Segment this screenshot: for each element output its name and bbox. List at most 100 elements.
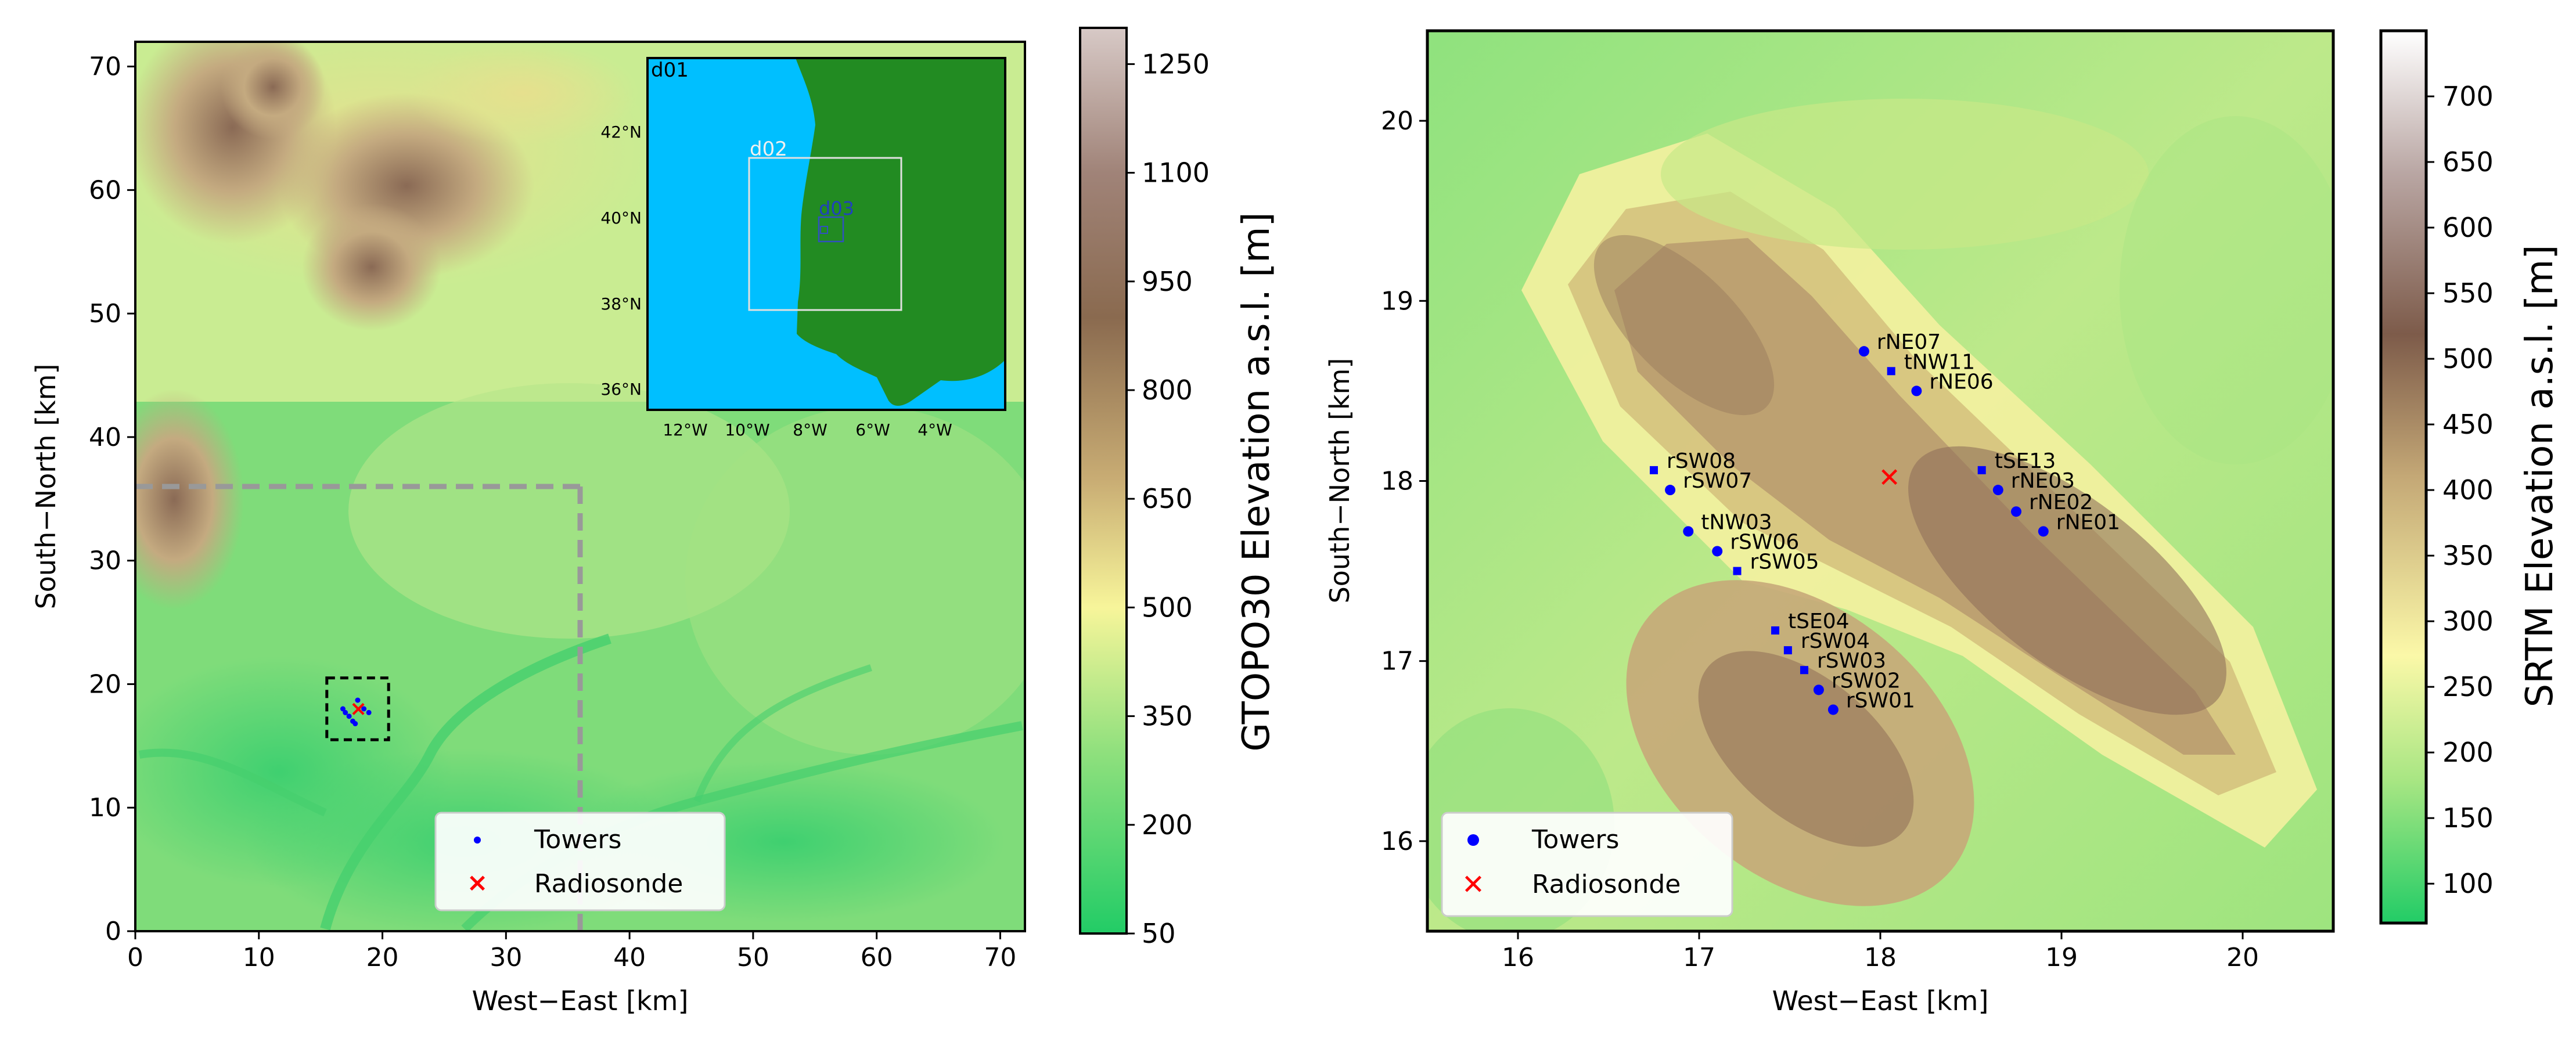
y-tick-label: 40	[89, 423, 121, 452]
inset-d02-label: d02	[750, 138, 787, 161]
inset-lon-tick: 8°W	[793, 420, 828, 439]
station-marker-circle	[2011, 506, 2021, 517]
tower-marker	[355, 697, 361, 703]
colorbar-tick-label: 50	[1142, 918, 1176, 949]
inset-map: d01 d02 d03 42°N 40°N 38°N 36°N 12°W 10°…	[600, 57, 1006, 439]
right-colorbar-label: SRTM Elevation a.s.l. [m]	[2519, 245, 2561, 708]
y-tick-label: 18	[1381, 467, 1413, 496]
y-tick-label: 19	[1381, 286, 1413, 316]
tower-marker	[352, 721, 358, 727]
station-marker-circle	[1992, 485, 2003, 496]
y-tick-label: 50	[89, 299, 121, 329]
left-tower-markers	[340, 697, 372, 727]
station-marker-circle	[1911, 385, 1922, 397]
legend-radiosonde-marker: ×	[467, 868, 488, 898]
station-marker-circle	[1683, 526, 1694, 537]
station-marker-square	[1771, 626, 1780, 635]
right-radiosonde-marker: ✕	[1878, 462, 1901, 493]
x-tick-label: 40	[613, 943, 646, 972]
colorbar-tick-label: 1250	[1142, 48, 1210, 80]
colorbar-tick-label: 500	[2442, 343, 2494, 374]
station-marker-circle	[1665, 485, 1676, 496]
right-colorbar-ticks: 100 150 200 250 300 350 400 450 500 550 600 650 700	[2426, 81, 2494, 899]
left-xlabel: West−East [km]	[472, 985, 689, 1017]
right-xlabel: West−East [km]	[1772, 985, 1989, 1017]
y-tick-label: 70	[89, 52, 121, 82]
colorbar-tick-label: 650	[2442, 146, 2494, 178]
x-tick-label: 19	[2045, 943, 2078, 972]
y-tick-label: 16	[1381, 827, 1413, 856]
left-colorbar-label: GTOPO30 Elevation a.s.l. [m]	[1235, 212, 1278, 751]
station-label: rSW01	[1846, 689, 1915, 712]
legend-radiosonde-label: Radiosonde	[1532, 870, 1681, 899]
radiosonde-marker: ×	[350, 697, 367, 721]
left-legend: Towers × Radiosonde	[434, 812, 726, 911]
station-label: rSW05	[1750, 550, 1819, 574]
inset-d01-label: d01	[651, 59, 689, 82]
station-label: tSE04	[1788, 610, 1850, 633]
zoom-box	[325, 676, 390, 741]
inner-domain-boundary	[135, 484, 583, 931]
station-label: rNE02	[2029, 491, 2093, 514]
station-label: rNE06	[1929, 370, 1993, 394]
station-label: tNW03	[1701, 510, 1772, 534]
y-tick-label: 20	[89, 669, 121, 699]
colorbar-tick-label: 400	[2442, 474, 2494, 506]
station-marker-circle	[1712, 546, 1723, 557]
x-tick-label: 20	[2226, 943, 2259, 972]
tower-marker	[366, 709, 372, 715]
colorbar-tick-label: 350	[1142, 701, 1193, 732]
tower-marker	[346, 713, 352, 719]
radiosonde-marker: ✕	[1878, 462, 1901, 493]
y-tick-label: 30	[89, 546, 121, 576]
colorbar-tick-label: 1100	[1142, 157, 1210, 189]
legend-towers-label: Towers	[534, 825, 621, 855]
station-marker-circle	[1827, 704, 1839, 715]
legend-radiosonde-marker: ✕	[1462, 868, 1485, 901]
x-tick-label: 70	[984, 943, 1016, 972]
station-label: tNW11	[1904, 350, 1975, 374]
station-label: rSW04	[1801, 629, 1870, 653]
station-marker-square	[1783, 646, 1792, 655]
inset-lon-tick: 4°W	[918, 420, 952, 439]
colorbar-tick-label: 450	[2442, 409, 2494, 440]
inset-lon-tick: 10°W	[725, 420, 769, 439]
inset-lon-tick: 6°W	[855, 420, 890, 439]
station-label: rSW06	[1730, 530, 1799, 554]
right-terrain-map	[1427, 31, 2333, 931]
tower-marker	[343, 709, 348, 715]
right-colorbar	[2379, 29, 2428, 925]
x-tick-label: 30	[490, 943, 522, 972]
colorbar-tick-label: 150	[2442, 802, 2494, 834]
station-label: rNE01	[2056, 510, 2120, 534]
x-tick-label: 10	[243, 943, 275, 972]
station-marker-square	[1800, 666, 1808, 675]
colorbar-tick-label: 950	[1142, 266, 1193, 297]
right-ylabel: South−North [km]	[1324, 358, 1355, 604]
legend-tower-marker	[474, 837, 481, 844]
legend-radiosonde-label: Radiosonde	[534, 869, 683, 899]
left-ylabel: South−North [km]	[30, 364, 62, 610]
colorbar-tick-label: 200	[1142, 809, 1193, 841]
inset-d03-label: d03	[819, 197, 854, 219]
inset-lat-tick: 40°N	[600, 208, 642, 228]
x-tick-label: 16	[1502, 943, 1534, 972]
station-label: rSW07	[1683, 469, 1752, 493]
x-tick-label: 18	[1864, 943, 1897, 972]
x-tick-label: 60	[861, 943, 893, 972]
station-marker-circle	[1858, 346, 1869, 357]
station-marker-circle	[2038, 526, 2049, 537]
legend-towers-label: Towers	[1531, 825, 1619, 855]
colorbar-tick-label: 300	[2442, 606, 2494, 637]
left-radiosonde-marker: ×	[350, 697, 367, 721]
y-tick-label: 10	[89, 793, 121, 823]
tower-marker	[361, 706, 367, 712]
left-axes-frame	[134, 41, 1026, 932]
station-marker-square	[1650, 466, 1658, 474]
right-axes-ticks: 16 17 18 19 20 16 17 18 19 20	[1381, 106, 2259, 972]
right-legend: Towers ✕ Radiosonde	[1441, 812, 1733, 917]
d02-box	[748, 157, 902, 311]
colorbar-tick-label: 200	[2442, 737, 2494, 768]
